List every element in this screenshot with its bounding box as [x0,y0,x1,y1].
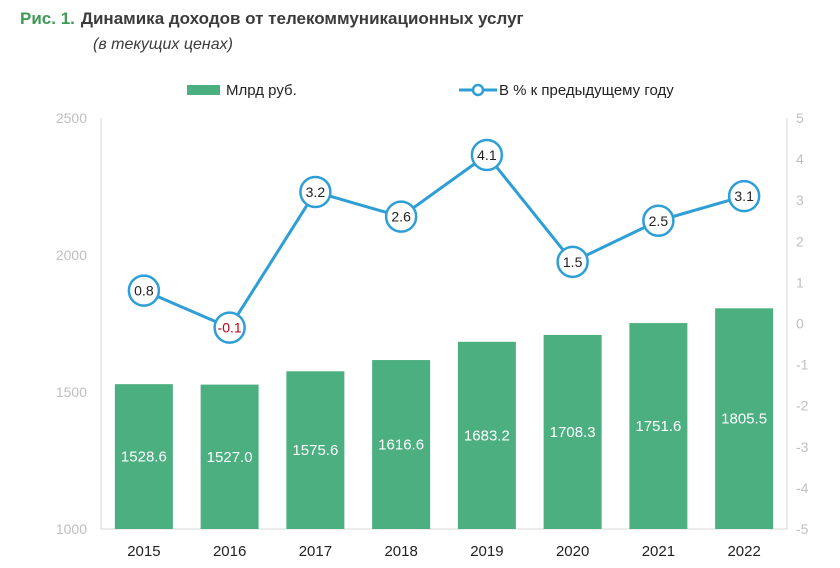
bar [715,308,774,529]
bar-value-label: 1616.6 [378,437,424,454]
left-axis-tick-label: 2500 [56,110,87,126]
line-point [384,200,418,233]
right-axis-tick-label: 0 [796,316,804,332]
x-axis-tick-label: 2017 [299,543,332,560]
bar [629,323,688,529]
right-axis-tick-label: 5 [796,110,804,126]
line-point [556,245,589,279]
line-point [213,311,246,344]
figure-title: Динамика доходов от телекоммуникационных… [80,9,524,28]
bar [372,360,431,529]
legend-bar-swatch [187,85,220,95]
figure-number: Рис. 1. [20,9,75,28]
line-point-label: 2.5 [649,213,669,229]
bar [286,371,345,529]
x-axis-tick-label: 2018 [384,543,417,560]
bar-series: 1528.6 1527.0 1575.6 1616.6 1683.2 1708.3 1751… [114,308,774,529]
chart-title: Рис. 1. Динамика доходов от телекоммуника… [20,9,524,29]
line-point-label: 4.1 [477,147,497,163]
left-axis-tick-label: 1500 [56,384,87,400]
right-axis-tick-label: 3 [796,192,804,208]
line-point-label: 2.6 [391,209,411,225]
line-point [299,175,332,209]
right-axis-tick-label: 4 [796,151,804,167]
right-axis-tick-label: 1 [796,274,804,290]
legend-bar-label: Млрд руб. [226,82,297,99]
line-point [727,179,761,213]
line-point [127,274,161,307]
line-path [143,153,745,330]
right-axis-tick-label: -4 [796,480,809,496]
bar [543,334,602,529]
bar-value-label: 1527.0 [207,449,253,466]
x-axis-tick-label: 2022 [727,543,760,560]
x-axis-tick-label: 2015 [127,543,160,560]
chart-subtitle: (в текущих ценах) [93,36,233,53]
line-series: 0.8 -0.1 3.2 2.6 4.1 1.5 2.5 3.1 [127,138,761,344]
line-point [642,204,675,237]
x-axis-tick-label: 2016 [213,543,246,560]
line-point-label: 1.5 [563,254,583,270]
bar [114,384,173,529]
legend-line-label: В % к предыдущему году [499,82,674,99]
bar-value-label: 1575.6 [292,442,338,459]
right-axis-tick-label: -3 [796,439,809,455]
bar-value-label: 1683.2 [464,427,510,444]
right-axis-tick-label: -5 [796,521,809,537]
bar [457,341,516,529]
line-point [470,138,504,172]
bar [200,384,259,529]
bar-value-label: 1708.3 [550,424,596,441]
right-axis-tick-label: 2 [796,233,804,249]
x-axis-tick-label: 2021 [642,543,675,560]
x-axis-tick-label: 2019 [470,543,503,560]
line-point-label: -0.1 [218,320,242,336]
axes: 1000 1500 2000 2500 -5 -4 -3 -2 -1 0 1 2 3 4 5 2015 2016… [56,110,809,560]
right-axis-tick-label: -2 [796,398,809,414]
legend-line-marker [471,83,485,97]
line-point-label: 0.8 [134,283,154,299]
bar-value-label: 1805.5 [721,411,767,428]
right-axis-tick-label: -1 [796,357,809,373]
left-axis-tick-label: 2000 [56,247,87,263]
bar-value-label: 1528.6 [121,449,167,466]
line-point-label: 3.2 [306,184,326,200]
legend: Млрд руб. В % к предыдущему году [187,82,674,99]
x-axis-tick-label: 2020 [556,543,589,560]
left-axis-tick-label: 1000 [56,521,87,537]
bar-value-label: 1751.6 [635,418,681,435]
line-point-label: 3.1 [734,188,754,204]
